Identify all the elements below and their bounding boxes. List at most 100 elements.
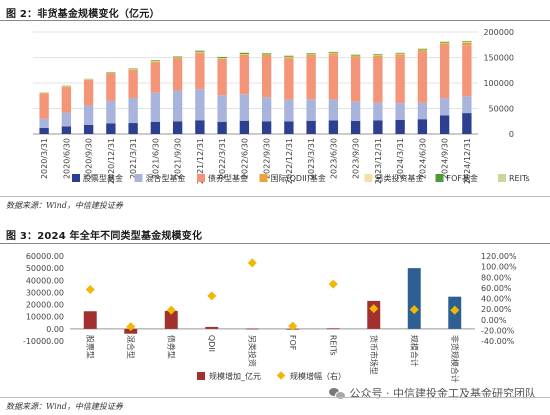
x-tick-label: 非货规模合计 [450, 335, 460, 383]
bar-segment-3 [373, 57, 383, 103]
growth-marker [247, 258, 257, 268]
x-tick-label: 2024/9/30 [441, 138, 450, 179]
legend-swatch [276, 371, 286, 380]
bar-segment-4 [172, 57, 183, 60]
bar-segment-7 [439, 41, 450, 42]
bar-segment-5 [261, 54, 272, 56]
bar-segment-3 [150, 62, 161, 93]
x-tick-label: 2020/3/31 [40, 138, 49, 179]
growth-marker [328, 279, 338, 289]
x-tick-label: QDII [207, 335, 216, 352]
bar-segment-6 [306, 53, 316, 55]
bar-segment-2 [395, 103, 405, 120]
x-tick-label: 债券型 [166, 335, 176, 359]
x-tick-label: 规模合计 [409, 335, 419, 367]
wechat-watermark: 公众号 · 中信建投金工及基金研究团队 [328, 385, 537, 401]
bar-segment-2 [373, 102, 383, 121]
y-tick-label: 0 [509, 130, 514, 139]
bar-segment-3 [61, 87, 72, 113]
legend-label: FOF基金 [447, 173, 479, 183]
right-y-tick-label: -20.00% [481, 326, 515, 335]
legend-label: 另类投资基金 [376, 173, 424, 183]
bar-segment-2 [261, 97, 272, 122]
y-tick-label: 100000 [483, 79, 514, 88]
bar-segment-3 [284, 58, 294, 100]
change-bar [326, 328, 340, 330]
bar-segment-1 [284, 121, 294, 134]
bar-segment-2 [462, 96, 472, 114]
legend-label: 规模增加_亿元 [209, 371, 261, 381]
watermark-text: 公众号 · 中信建投金工及基金研究团队 [349, 387, 537, 400]
bar-segment-3 [462, 45, 472, 97]
bar-segment-4 [395, 54, 405, 57]
legend-swatch [435, 174, 444, 182]
bar-segment-2 [195, 89, 205, 121]
bar-segment-1 [239, 120, 250, 134]
bar-segment-6 [373, 54, 383, 56]
bar-segment-6 [217, 57, 227, 59]
bar-segment-3 [417, 52, 428, 103]
bar-segment-3 [128, 70, 138, 99]
change-bar [407, 268, 421, 329]
fund-change-combo-chart: -10000.00 0.00 10000.00 20000.00 30000.00 400… [23, 252, 517, 383]
bar-segment-7 [462, 40, 472, 42]
bar-segment-1 [417, 119, 428, 134]
left-y-tick-label: 60000.00 [26, 252, 64, 261]
bar-segment-2 [39, 118, 49, 128]
bar-segment-2 [284, 99, 294, 122]
figure-3-source: 数据来源：Wind，中信建投证券 [6, 402, 123, 411]
bar-segment-1 [395, 119, 405, 134]
bar-segment-3 [217, 60, 227, 96]
bar-segment-4 [373, 55, 383, 58]
fund-size-stacked-bar-chart: 0 50000 100000 150000 200000 2020/3/31 2020/6/… [33, 28, 530, 184]
left-y-tick-label: 40000.00 [26, 276, 64, 285]
growth-marker [207, 291, 217, 301]
legend-swatch [72, 174, 80, 182]
x-tick-label: 2021/6/30 [151, 138, 160, 179]
legend-swatch [197, 174, 205, 182]
bar-segment-1 [128, 123, 138, 134]
growth-marker [409, 305, 419, 315]
change-bar [83, 311, 97, 329]
legend-swatch [364, 174, 373, 182]
bar-segment-5 [83, 79, 94, 80]
wechat-icon [328, 387, 346, 400]
bar-segment-3 [306, 56, 316, 100]
legend-swatch [498, 174, 506, 182]
bar-segment-6 [239, 52, 250, 54]
bar-segment-5 [462, 42, 472, 43]
bar-segment-1 [261, 121, 272, 134]
bar-segment-2 [172, 90, 183, 122]
bar-segment-1 [462, 113, 472, 134]
x-tick-label: 混合型 [126, 335, 136, 359]
legend-label: 股票型基金 [83, 173, 123, 183]
bar-segment-6 [128, 68, 138, 70]
bar-segment-5 [128, 69, 138, 70]
growth-marker [450, 305, 460, 315]
legend-swatch [197, 372, 205, 380]
legend-swatch [134, 174, 143, 182]
bar-segment-4 [284, 57, 294, 59]
bar-segment-3 [106, 73, 116, 101]
left-y-tick-label: -10000.00 [23, 337, 64, 346]
bar-segment-5 [150, 61, 161, 62]
bar-segment-1 [150, 121, 161, 134]
bar-segment-6 [328, 52, 339, 54]
x-tick-label: FOF [288, 335, 297, 351]
bar-segment-5 [417, 49, 428, 51]
right-y-tick-label: 40.00% [481, 295, 512, 304]
bar-segment-4 [306, 54, 316, 57]
x-tick-label: 2023/12/31 [374, 138, 383, 184]
bar-segment-5 [284, 56, 294, 58]
bar-segment-3 [439, 45, 450, 99]
bar-segment-1 [195, 120, 205, 134]
bar-segment-7 [417, 48, 428, 49]
bar-segment-4 [350, 56, 361, 58]
bar-segment-5 [172, 57, 183, 58]
bar-segment-2 [106, 100, 116, 124]
bar-segment-2 [439, 98, 450, 116]
legend-swatch [259, 174, 268, 182]
growth-marker [85, 284, 95, 294]
right-y-tick-label: 60.00% [481, 284, 512, 293]
x-tick-label: 2024/3/31 [396, 138, 405, 179]
